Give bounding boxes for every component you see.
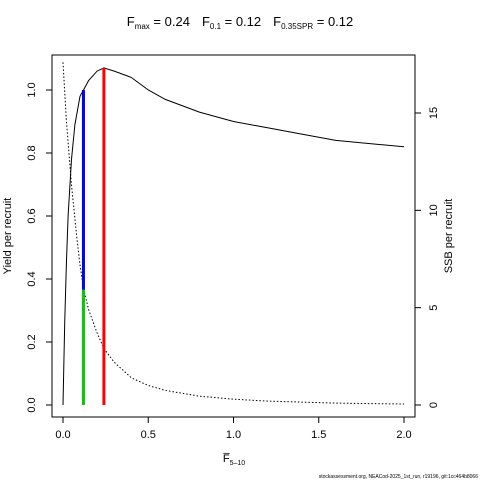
y-tick-label: 0.0 [26,397,38,412]
x-tick-label: 1.0 [226,429,241,441]
x-tick-label: 0.5 [141,429,156,441]
title-fmax-value: = 0.24 [150,14,190,29]
x-axis-title-main: F̅ [222,453,230,465]
title-f01-value: = 0.12 [221,14,261,29]
ssb-per-recruit-line [62,62,405,405]
y-tick-label: 0.2 [26,334,38,349]
x-tick-label: 0.0 [55,429,70,441]
title-fmax-sub: max [135,22,150,31]
x-axis-title: F̅5–10 [222,453,245,467]
y-tick-label: 1.0 [26,82,38,97]
y2-tick-label: 5 [428,305,440,311]
y-tick-label: 0.4 [26,271,38,286]
title-f01-main: F [202,14,210,29]
y-tick-label: 0.6 [26,208,38,223]
x-axis-title-sub: 5–10 [230,460,246,467]
y-axis-title: Yield per recruit [2,198,14,275]
y2-tick-label: 10 [428,204,440,216]
title-fmax-main: F [127,14,135,29]
chart-title: Fmax = 0.24 F0.1 = 0.12 F0.35SPR = 0.12 [127,14,354,31]
title-fspr-value: = 0.12 [313,14,353,29]
yield-per-recruit-line [62,67,405,406]
x-tick-label: 2.0 [396,429,411,441]
chart-marks: 0.0 0.5 1.0 1.5 2.0 0.0 0.2 0.4 0.6 0.8 1.0 0 5 10 15 [26,62,440,441]
title-f01-sub: 0.1 [210,22,222,31]
y2-axis-title: SSB per recruit [443,199,455,274]
y2-tick-label: 0 [428,402,440,408]
title-fspr-sub: 0.35SPR [281,22,313,31]
y2-tick-label: 15 [428,107,440,119]
plot-frame [51,54,416,418]
title-fspr-main: F [273,14,281,29]
x-tick-label: 1.5 [311,429,326,441]
y-tick-label: 0.8 [26,145,38,160]
watermark: stockassessment.org, NEACod-2025_1st_run… [319,474,478,480]
